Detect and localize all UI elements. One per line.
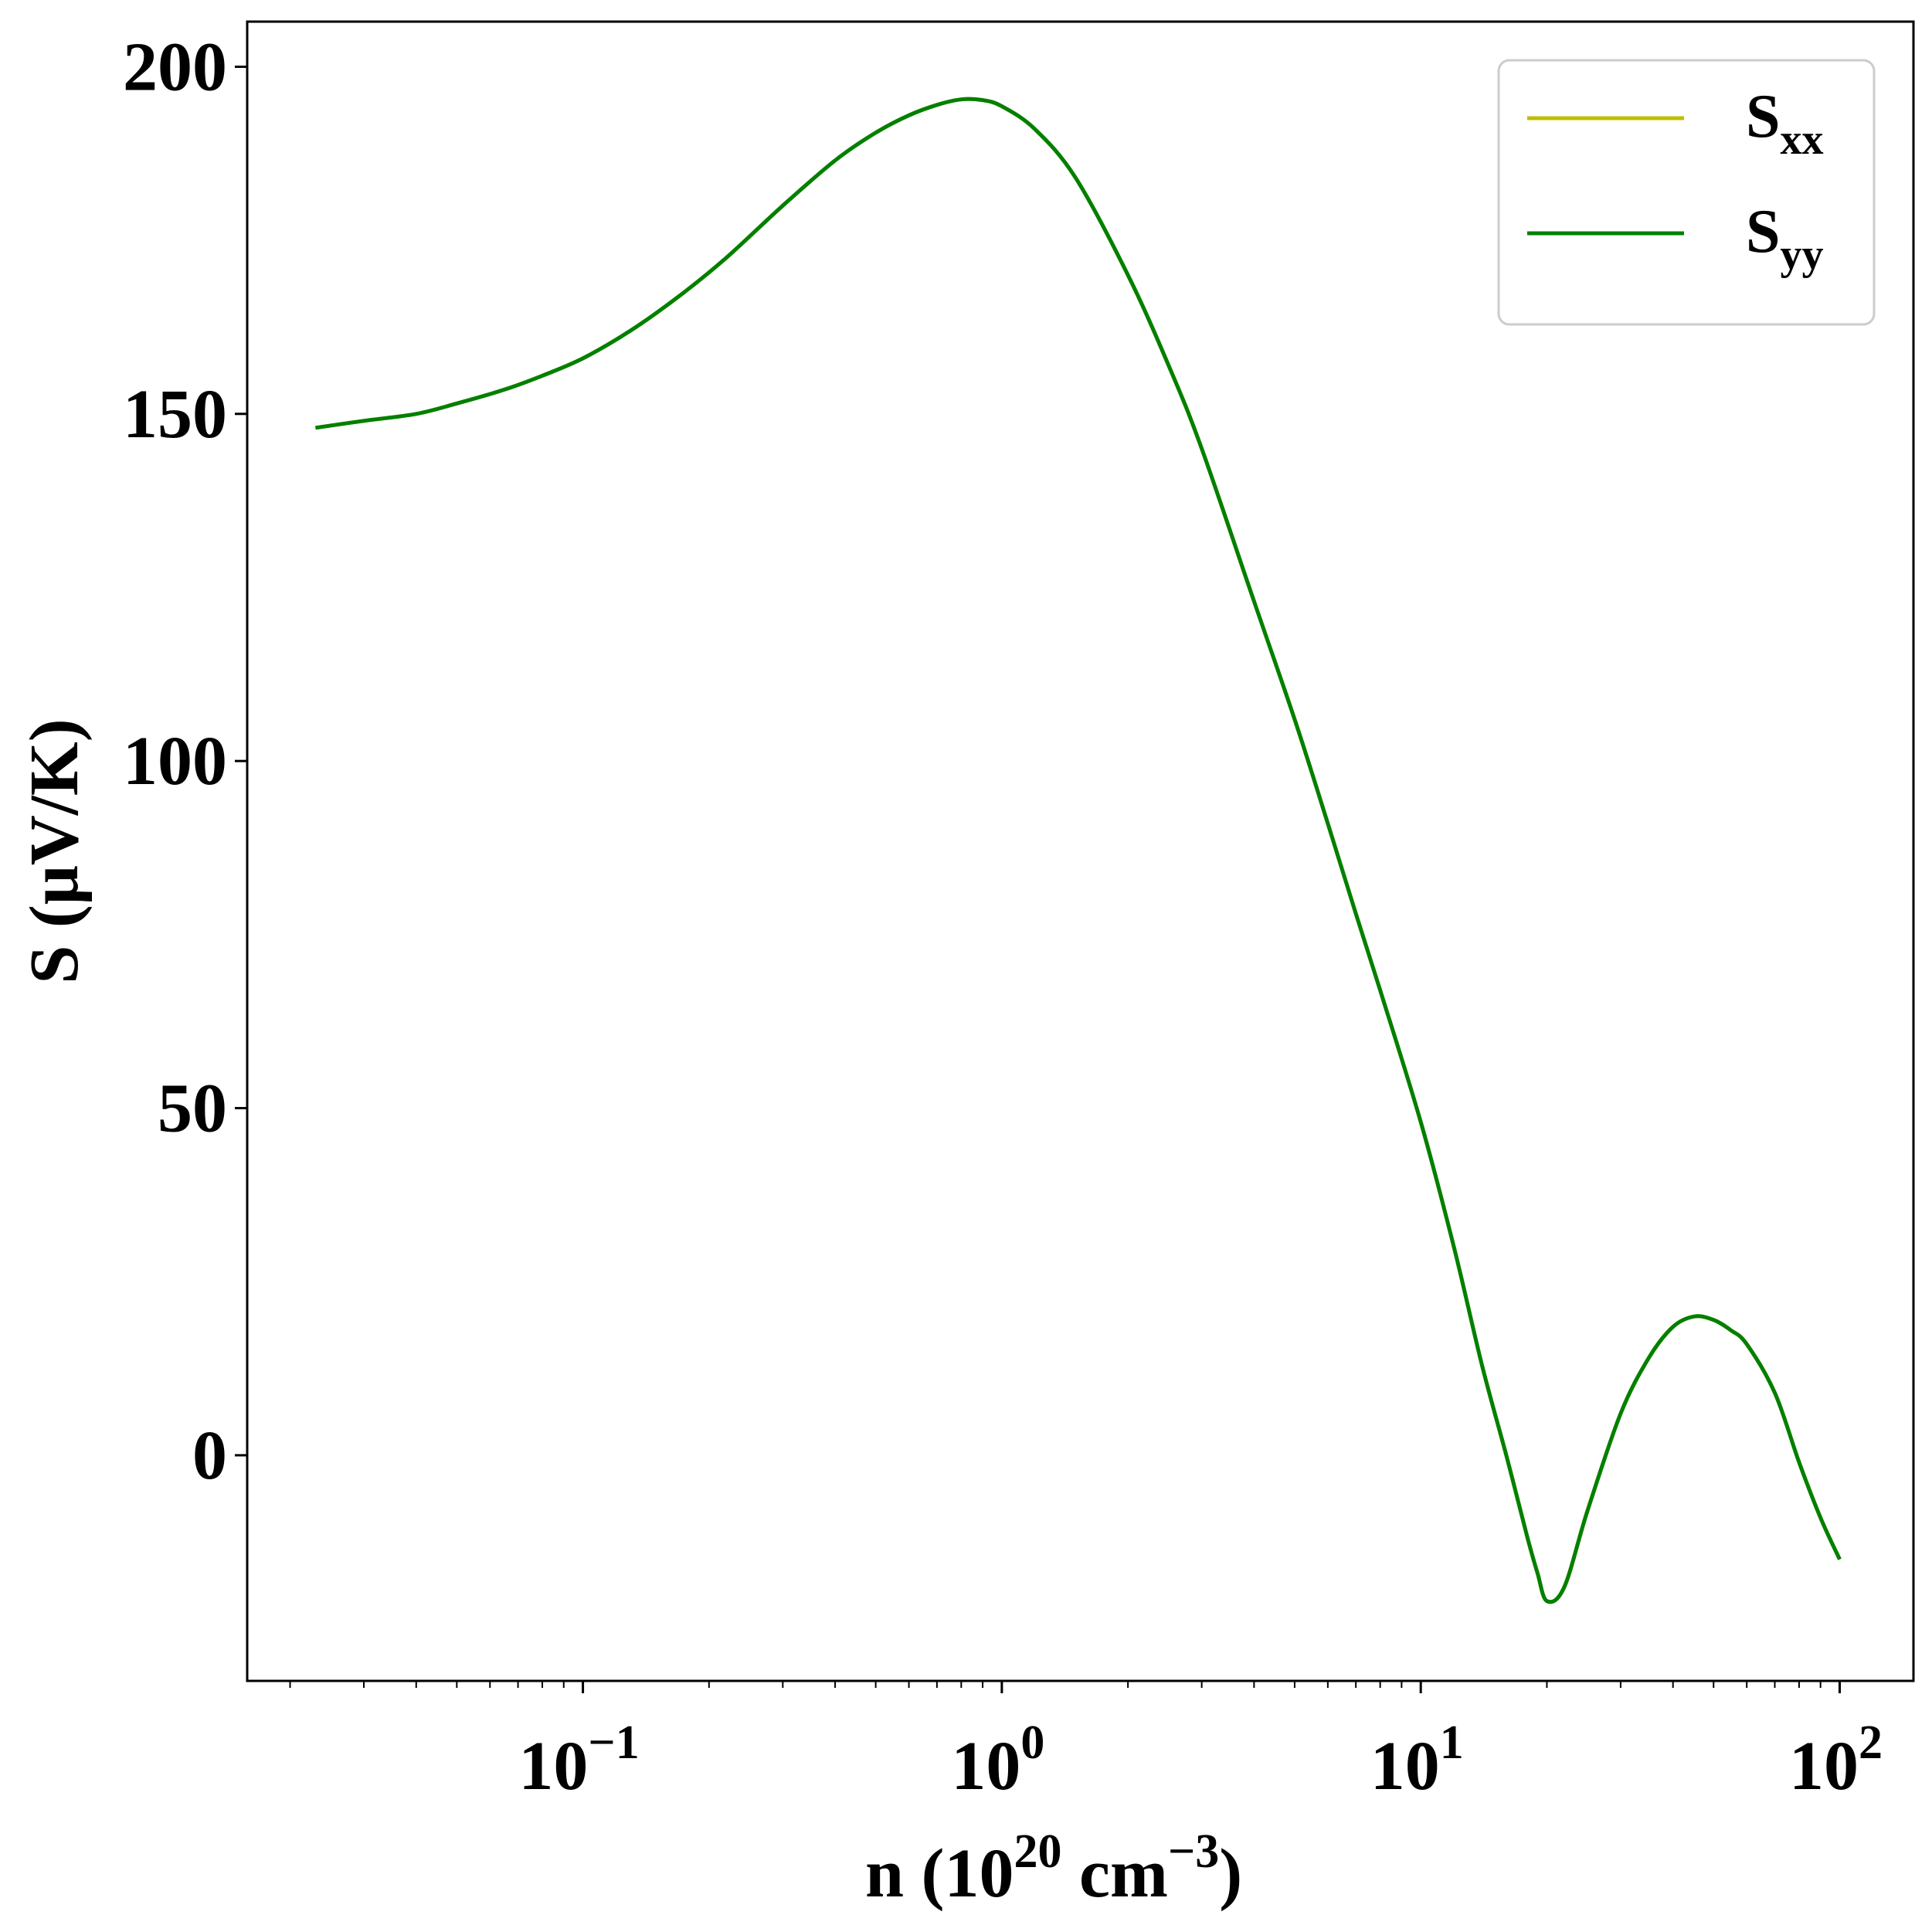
x-tick-label: 101 bbox=[1370, 1716, 1464, 1804]
y-tick-label: 200 bbox=[123, 29, 227, 105]
x-tick-label: 102 bbox=[1789, 1716, 1883, 1804]
series-line-syy bbox=[315, 97, 1842, 1604]
y-axis-label: S (μV/K) bbox=[16, 718, 93, 984]
y-tick-label: 50 bbox=[158, 1071, 227, 1147]
y-axis-ticks: 0 50 100 150 200 bbox=[123, 29, 247, 1494]
legend-label-sxx: Sxx bbox=[1746, 83, 1824, 164]
x-axis-ticks: 10−1 100 101 102 bbox=[289, 1681, 1883, 1804]
series-lines bbox=[315, 97, 1842, 1604]
plot-frame bbox=[246, 20, 1915, 1682]
y-tick-label: 0 bbox=[192, 1417, 227, 1494]
x-axis-label: n (1020 cm−3) bbox=[865, 1825, 1242, 1912]
x-tick-label: 10−1 bbox=[518, 1716, 639, 1804]
legend: Sxx Syy bbox=[1497, 59, 1876, 326]
y-tick-label: 150 bbox=[123, 376, 227, 453]
y-tick-label: 100 bbox=[123, 723, 227, 800]
legend-label-syy: Syy bbox=[1746, 198, 1824, 279]
x-tick-label: 100 bbox=[951, 1716, 1044, 1804]
legend-box bbox=[1497, 59, 1876, 326]
